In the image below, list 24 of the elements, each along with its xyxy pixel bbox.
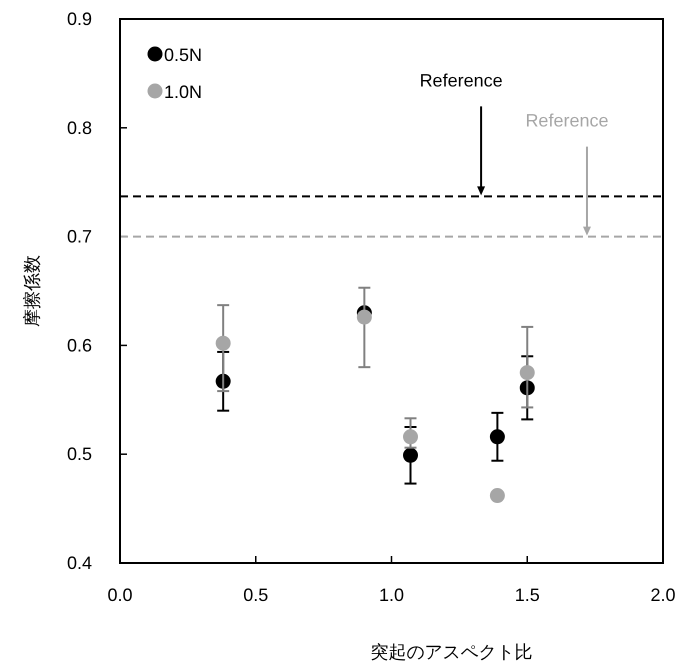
x-tick-label: 0.5	[243, 585, 268, 605]
x-axis-title: 突起のアスペクト比	[370, 642, 532, 662]
point	[403, 448, 418, 463]
y-tick-label: 0.8	[66, 118, 92, 138]
x-tick-label: 2.0	[650, 585, 676, 605]
annotation: Reference	[525, 110, 609, 131]
legend-label: 1.0N	[164, 82, 202, 102]
point	[403, 429, 418, 444]
legend-label: 0.5N	[164, 45, 202, 65]
y-tick-label: 0.4	[66, 553, 92, 573]
y-tick-label: 0.6	[66, 335, 92, 356]
y-tick-label: 0.9	[66, 9, 92, 29]
x-tick-label: 0.0	[107, 585, 133, 605]
annotation: Reference	[420, 70, 503, 90]
point	[356, 310, 372, 325]
point	[520, 365, 535, 380]
y-tick-label: 0.7	[66, 226, 92, 247]
y-axis-title: 摩擦係数	[22, 255, 42, 327]
point	[216, 336, 231, 351]
point	[490, 488, 505, 504]
x-tick-label: 1.0	[378, 585, 404, 605]
x-tick-label: 1.5	[514, 585, 540, 605]
y-tick-label: 0.5	[66, 444, 92, 464]
point	[490, 429, 505, 444]
